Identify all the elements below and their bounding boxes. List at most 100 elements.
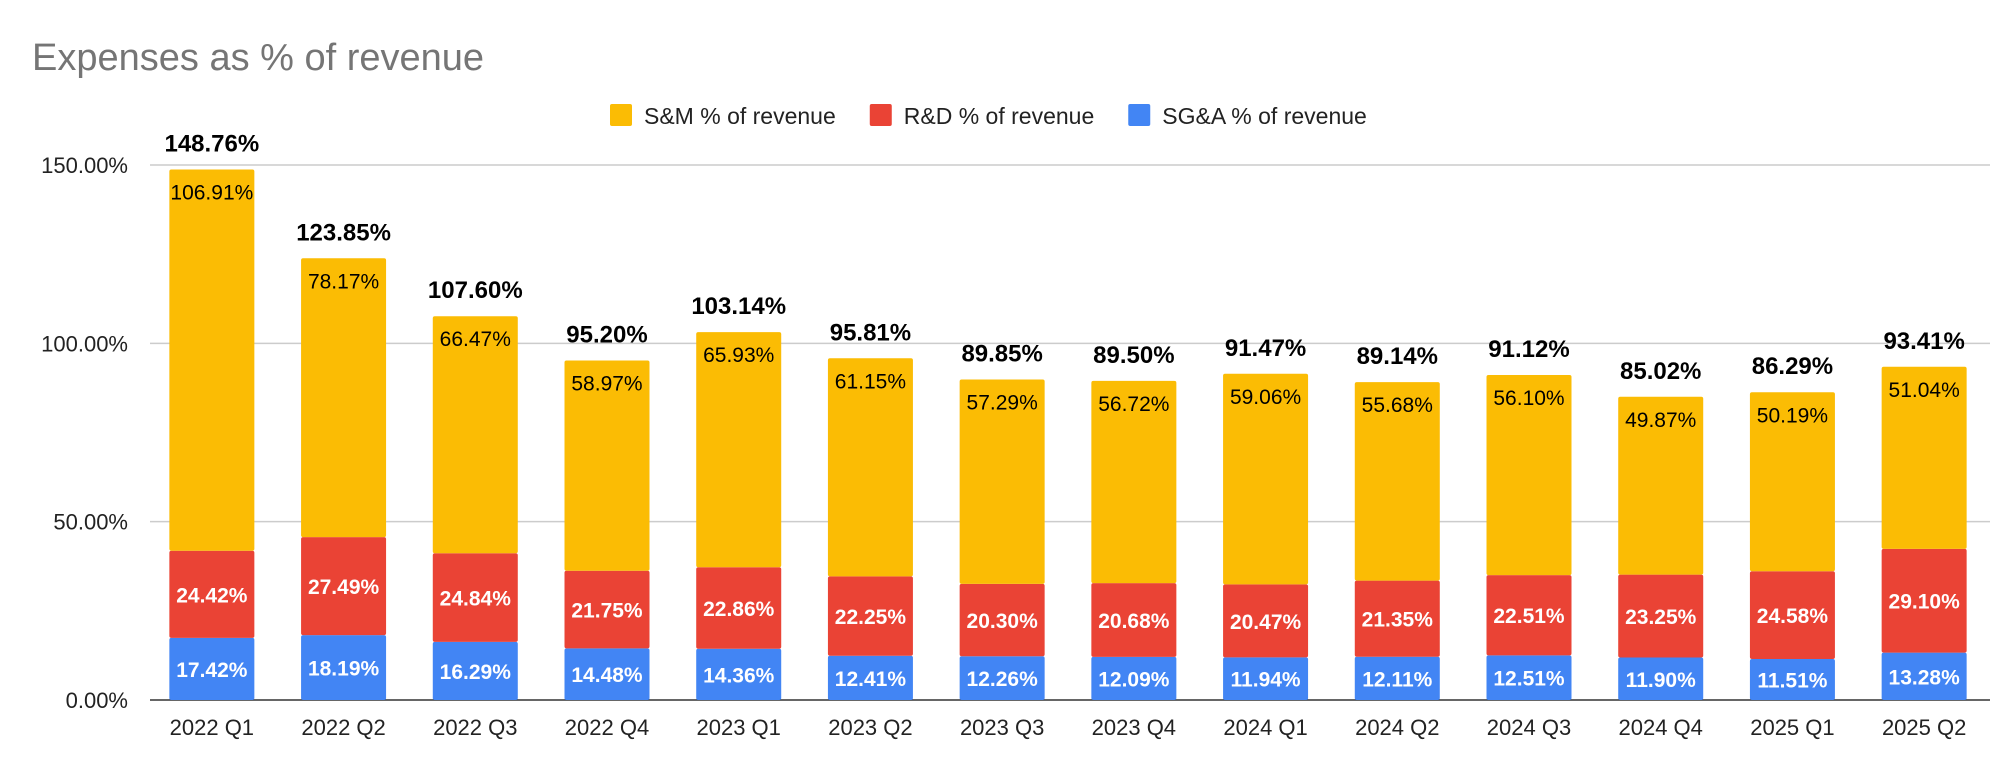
x-tick-label: 2025 Q2 xyxy=(1882,715,1966,740)
data-label: 24.42% xyxy=(176,584,248,607)
bar-segment xyxy=(959,583,1045,657)
data-label: 11.94% xyxy=(1231,669,1301,692)
bar-segment xyxy=(1223,584,1309,658)
data-label: 55.68% xyxy=(1362,394,1433,417)
x-tick-label: 2022 Q4 xyxy=(565,715,649,740)
bar-segment xyxy=(1486,575,1572,656)
total-label: 95.81% xyxy=(830,319,911,346)
data-label: 29.10% xyxy=(1889,591,1961,614)
data-label: 51.04% xyxy=(1889,379,1960,402)
data-label: 17.42% xyxy=(176,659,248,682)
data-label: 14.48% xyxy=(571,664,643,687)
bar-segment xyxy=(301,258,387,538)
data-label: 12.41% xyxy=(835,668,907,691)
total-label: 93.41% xyxy=(1883,328,1964,355)
x-tick-label: 2024 Q4 xyxy=(1619,715,1703,740)
bar-segment xyxy=(1354,580,1440,657)
data-label: 14.36% xyxy=(703,664,775,687)
x-tick-label: 2022 Q1 xyxy=(170,715,254,740)
total-label: 107.60% xyxy=(428,277,523,304)
x-tick-label: 2022 Q2 xyxy=(301,715,385,740)
y-axis: 0.00% 50.00% 100.00% 150.00% xyxy=(41,153,128,713)
bar-segment xyxy=(1486,375,1572,576)
x-axis: 2022 Q1 2022 Q2 2022 Q3 2022 Q4 2023 Q1 2023 … xyxy=(170,715,1967,740)
bar-segment xyxy=(564,570,650,649)
x-tick-label: 2025 Q1 xyxy=(1750,715,1834,740)
bar-segment xyxy=(564,648,650,700)
bar-segment xyxy=(301,537,387,636)
bar-segment xyxy=(1091,380,1177,584)
total-label: 148.76% xyxy=(164,130,259,157)
total-label: 89.85% xyxy=(961,341,1042,368)
bar-segment xyxy=(1749,392,1835,572)
data-label: 12.11% xyxy=(1362,668,1432,691)
data-label: 20.47% xyxy=(1230,611,1302,634)
bar-segment xyxy=(1486,655,1572,700)
data-label: 22.86% xyxy=(703,598,775,621)
bar-segment xyxy=(1618,396,1704,575)
x-tick-label: 2024 Q1 xyxy=(1223,715,1307,740)
data-label: 20.30% xyxy=(967,610,1039,633)
bars xyxy=(169,169,1967,700)
data-label: 66.47% xyxy=(440,328,511,351)
data-label: 58.97% xyxy=(571,372,642,395)
data-label: 22.51% xyxy=(1493,605,1565,628)
data-label: 57.29% xyxy=(967,392,1038,415)
bar-segment xyxy=(169,169,255,551)
data-label: 24.58% xyxy=(1757,605,1829,628)
bar-segment xyxy=(1618,657,1704,700)
data-label: 24.84% xyxy=(440,588,512,611)
bar-segment xyxy=(1881,548,1967,653)
data-label: 56.72% xyxy=(1098,393,1169,416)
bar-segment xyxy=(1091,656,1177,700)
data-label: 21.75% xyxy=(571,600,643,623)
y-tick-label: 100.00% xyxy=(41,331,128,356)
bar-segment xyxy=(1223,657,1309,700)
data-label: 106.91% xyxy=(170,181,253,204)
legend-label: S&M % of revenue xyxy=(644,103,836,129)
data-label: 61.15% xyxy=(835,370,906,393)
bar-segment xyxy=(827,576,913,656)
y-tick-label: 50.00% xyxy=(53,510,128,535)
bar-segment xyxy=(432,553,518,642)
bar-segment xyxy=(1354,656,1440,700)
legend-swatch xyxy=(610,104,632,126)
bar-segment xyxy=(1881,366,1967,549)
data-label: 12.09% xyxy=(1098,668,1170,691)
bar-segment xyxy=(959,656,1045,700)
data-label: 49.87% xyxy=(1625,409,1696,432)
bar-segment xyxy=(696,648,782,700)
total-label: 89.14% xyxy=(1357,343,1438,370)
data-label: 11.51% xyxy=(1757,669,1827,692)
data-label: 11.90% xyxy=(1626,669,1696,692)
legend-swatch xyxy=(869,104,892,126)
total-label: 86.29% xyxy=(1752,353,1833,380)
bar-segment xyxy=(827,655,913,700)
data-label: 56.10% xyxy=(1493,387,1564,410)
bar-segment xyxy=(959,379,1045,584)
bar-segment xyxy=(827,358,913,577)
bar-segment xyxy=(1223,373,1309,585)
bar-segment xyxy=(169,550,255,638)
bar-segment xyxy=(432,316,518,554)
x-tick-label: 2023 Q1 xyxy=(697,715,781,740)
legend-swatch xyxy=(1128,104,1151,126)
y-tick-label: 150.00% xyxy=(41,153,128,178)
total-label: 85.02% xyxy=(1620,358,1701,385)
y-tick-label: 0.00% xyxy=(66,688,128,713)
data-label: 50.19% xyxy=(1757,404,1828,427)
bar-segment xyxy=(169,637,255,700)
data-label: 13.28% xyxy=(1889,666,1961,689)
x-tick-label: 2024 Q3 xyxy=(1487,715,1571,740)
total-label: 103.14% xyxy=(691,293,786,320)
bar-segment xyxy=(1881,652,1967,700)
data-label: 27.49% xyxy=(308,576,380,599)
total-label: 89.50% xyxy=(1093,342,1174,369)
total-label: 95.20% xyxy=(566,321,647,348)
bar-segment xyxy=(1091,583,1177,657)
data-labels: 17.42% 24.42% 106.91% 148.76% 18.19% 27.49% 78… xyxy=(164,130,1964,692)
total-label: 123.85% xyxy=(296,219,391,246)
x-tick-label: 2023 Q3 xyxy=(960,715,1044,740)
bar-segment xyxy=(1749,658,1835,700)
bar-segment xyxy=(696,567,782,649)
